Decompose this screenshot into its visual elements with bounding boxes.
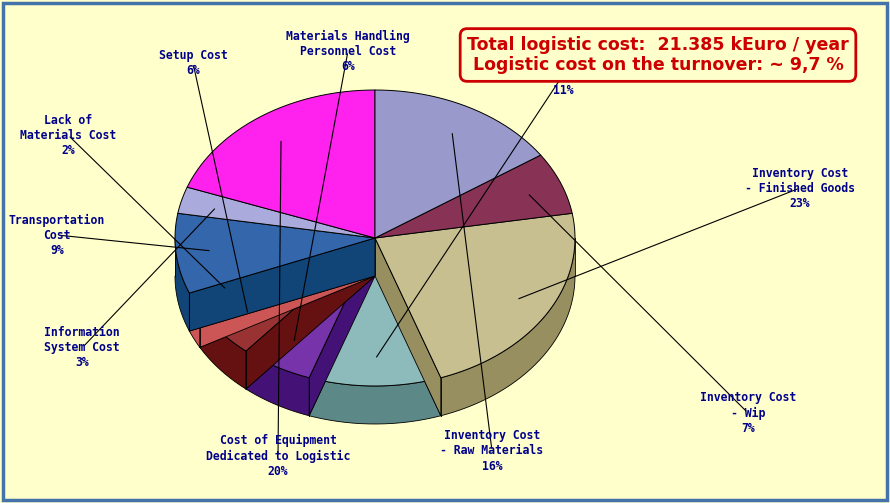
Text: Planning
Department Cost
11%: Planning Department Cost 11% bbox=[512, 53, 615, 97]
Polygon shape bbox=[375, 238, 441, 416]
Polygon shape bbox=[375, 238, 441, 416]
Text: Lack of
Materials Cost
2%: Lack of Materials Cost 2% bbox=[20, 114, 116, 156]
Text: Inventory Cost
- Wip
7%: Inventory Cost - Wip 7% bbox=[700, 391, 797, 435]
Text: Transportation
Cost
9%: Transportation Cost 9% bbox=[9, 213, 105, 257]
Polygon shape bbox=[190, 238, 375, 331]
Polygon shape bbox=[199, 238, 375, 348]
Polygon shape bbox=[375, 213, 575, 378]
Polygon shape bbox=[190, 293, 199, 348]
Polygon shape bbox=[190, 238, 375, 309]
Polygon shape bbox=[187, 90, 375, 238]
Polygon shape bbox=[309, 238, 375, 416]
Text: Setup Cost
6%: Setup Cost 6% bbox=[158, 49, 227, 77]
Polygon shape bbox=[246, 238, 375, 389]
Polygon shape bbox=[441, 238, 575, 416]
Polygon shape bbox=[375, 155, 572, 238]
Polygon shape bbox=[246, 351, 309, 416]
Polygon shape bbox=[375, 90, 540, 238]
Polygon shape bbox=[246, 238, 375, 389]
Polygon shape bbox=[309, 378, 441, 424]
Text: Cost of Equipment
Dedicated to Logistic
20%: Cost of Equipment Dedicated to Logistic … bbox=[206, 435, 350, 478]
Polygon shape bbox=[178, 187, 375, 238]
Text: Inventory Cost
- Finished Goods
23%: Inventory Cost - Finished Goods 23% bbox=[745, 166, 855, 210]
Polygon shape bbox=[309, 238, 441, 386]
Polygon shape bbox=[246, 238, 375, 378]
Text: Total logistic cost:  21.385 kEuro / year
Logistic cost on the turnover: ~ 9,7 %: Total logistic cost: 21.385 kEuro / year… bbox=[467, 36, 849, 74]
Polygon shape bbox=[309, 238, 375, 416]
Text: Inventory Cost
- Raw Materials
16%: Inventory Cost - Raw Materials 16% bbox=[441, 430, 544, 472]
Polygon shape bbox=[199, 309, 246, 389]
Polygon shape bbox=[190, 238, 375, 331]
Text: Information
System Cost
3%: Information System Cost 3% bbox=[44, 326, 120, 370]
Polygon shape bbox=[175, 213, 375, 293]
Text: Materials Handling
Personnel Cost
6%: Materials Handling Personnel Cost 6% bbox=[286, 30, 410, 72]
Polygon shape bbox=[175, 238, 190, 331]
Polygon shape bbox=[199, 238, 375, 348]
Polygon shape bbox=[199, 238, 375, 351]
